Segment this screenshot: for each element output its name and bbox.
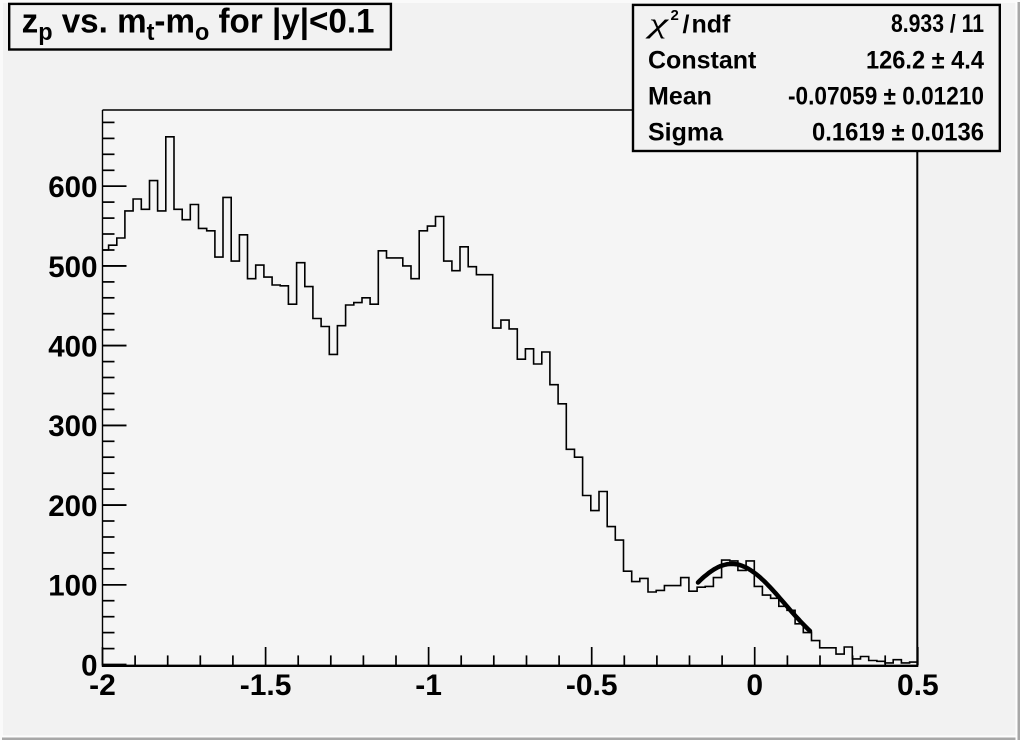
svg-text:-2: -2 [89,669,116,702]
svg-text:-1.5: -1.5 [240,669,292,702]
svg-text:-0.5: -0.5 [566,669,618,702]
svg-text:Mean: Mean [648,83,712,111]
svg-text:0.1619 ± 0.0136: 0.1619 ± 0.0136 [812,119,984,147]
svg-text:Constant: Constant [648,47,757,75]
svg-text:0: 0 [746,669,763,702]
svg-text:0: 0 [81,649,97,682]
svg-text:200: 200 [48,490,97,523]
svg-text:χ2/ndf: χ2/ndf [645,7,732,39]
svg-text:0.5: 0.5 [897,669,939,702]
svg-text:400: 400 [48,331,97,364]
svg-text:100: 100 [48,570,97,603]
svg-text:-1: -1 [415,669,442,702]
svg-text:Sigma: Sigma [648,119,724,147]
svg-text:600: 600 [48,171,97,204]
svg-text:8.933 / 11: 8.933 / 11 [891,10,984,38]
svg-text:-0.07059 ± 0.01210: -0.07059 ± 0.01210 [788,83,984,111]
svg-text:500: 500 [48,251,97,284]
svg-text:126.2 ± 4.4: 126.2 ± 4.4 [866,47,984,75]
svg-text:300: 300 [48,410,97,443]
